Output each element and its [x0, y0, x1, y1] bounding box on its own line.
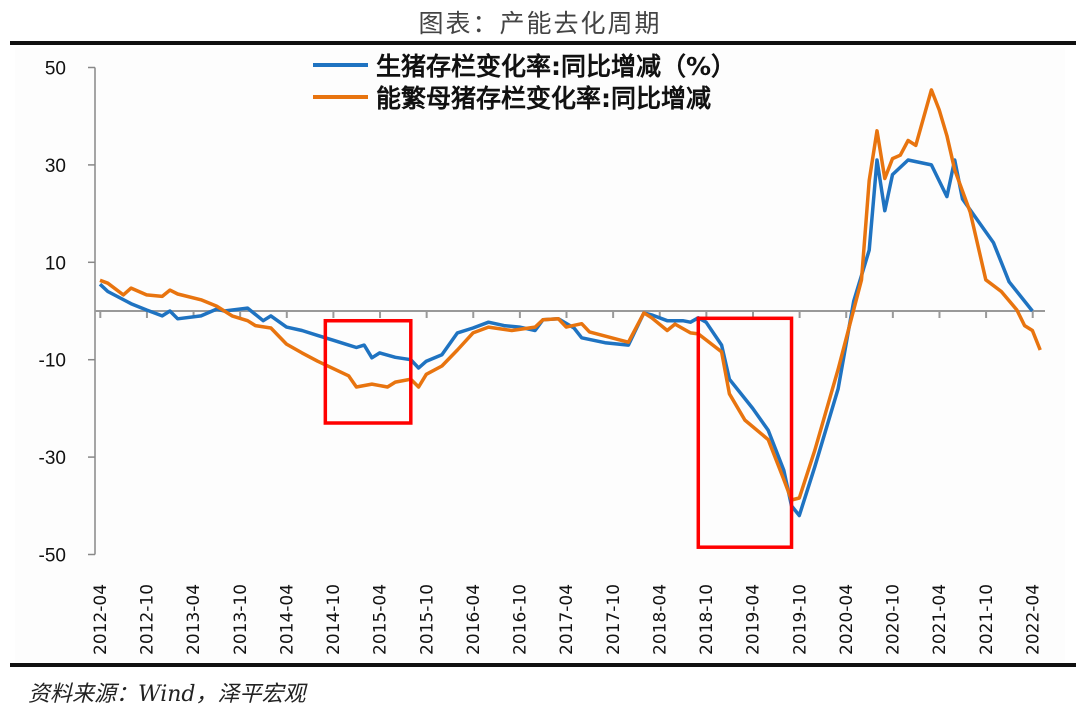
- x-tick-label: 2014-04: [277, 584, 297, 655]
- figure-title: 图表：产能去化周期: [418, 9, 662, 38]
- x-tick-label: 2019-04: [744, 584, 764, 655]
- x-tick-label: 2016-10: [511, 584, 531, 655]
- source-note: 资料来源：Wind，泽平宏观: [28, 682, 306, 707]
- x-tick-label: 2016-04: [464, 584, 484, 655]
- x-tick-label: 2019-10: [790, 584, 810, 655]
- x-tick-label: 2017-04: [557, 584, 577, 655]
- y-tick-label: 50: [45, 59, 66, 80]
- legend-label-1: 生猪存栏变化率:同比增减（%）: [376, 52, 736, 81]
- x-tick-label: 2020-10: [884, 584, 904, 655]
- y-tick-label: -50: [39, 546, 66, 567]
- x-tick-label: 2015-04: [371, 584, 391, 655]
- x-tick-label: 2022-04: [1023, 584, 1043, 655]
- y-tick-label: -10: [39, 351, 66, 372]
- highlight-box: [323, 318, 413, 425]
- x-tick-label: 2021-04: [930, 584, 950, 655]
- x-tick-label: 2013-04: [184, 584, 204, 655]
- y-tick-label: 10: [45, 253, 66, 274]
- top-rule: [10, 41, 1076, 45]
- series-line-2: [99, 88, 1042, 502]
- x-tick-label: 2020-04: [837, 584, 857, 655]
- x-tick-label: 2015-10: [417, 584, 437, 655]
- legend-label-2: 能繁母猪存栏变化率:同比增减: [376, 84, 711, 113]
- plot-background: [15, 48, 1065, 662]
- x-tick-label: 2014-10: [324, 584, 344, 655]
- x-tick-label: 2013-10: [231, 584, 251, 655]
- x-tick-label: 2021-10: [977, 584, 997, 655]
- y-tick-label: -30: [39, 448, 66, 469]
- x-tick-label: 2018-10: [697, 584, 717, 655]
- y-tick-label: 30: [45, 156, 66, 177]
- x-tick-label: 2012-04: [91, 584, 111, 655]
- highlight-box: [696, 316, 794, 549]
- bottom-rule: [10, 663, 1076, 667]
- x-tick-label: 2017-10: [604, 584, 624, 655]
- x-tick-label: 2012-10: [138, 584, 158, 655]
- x-tick-label: 2018-04: [650, 584, 670, 655]
